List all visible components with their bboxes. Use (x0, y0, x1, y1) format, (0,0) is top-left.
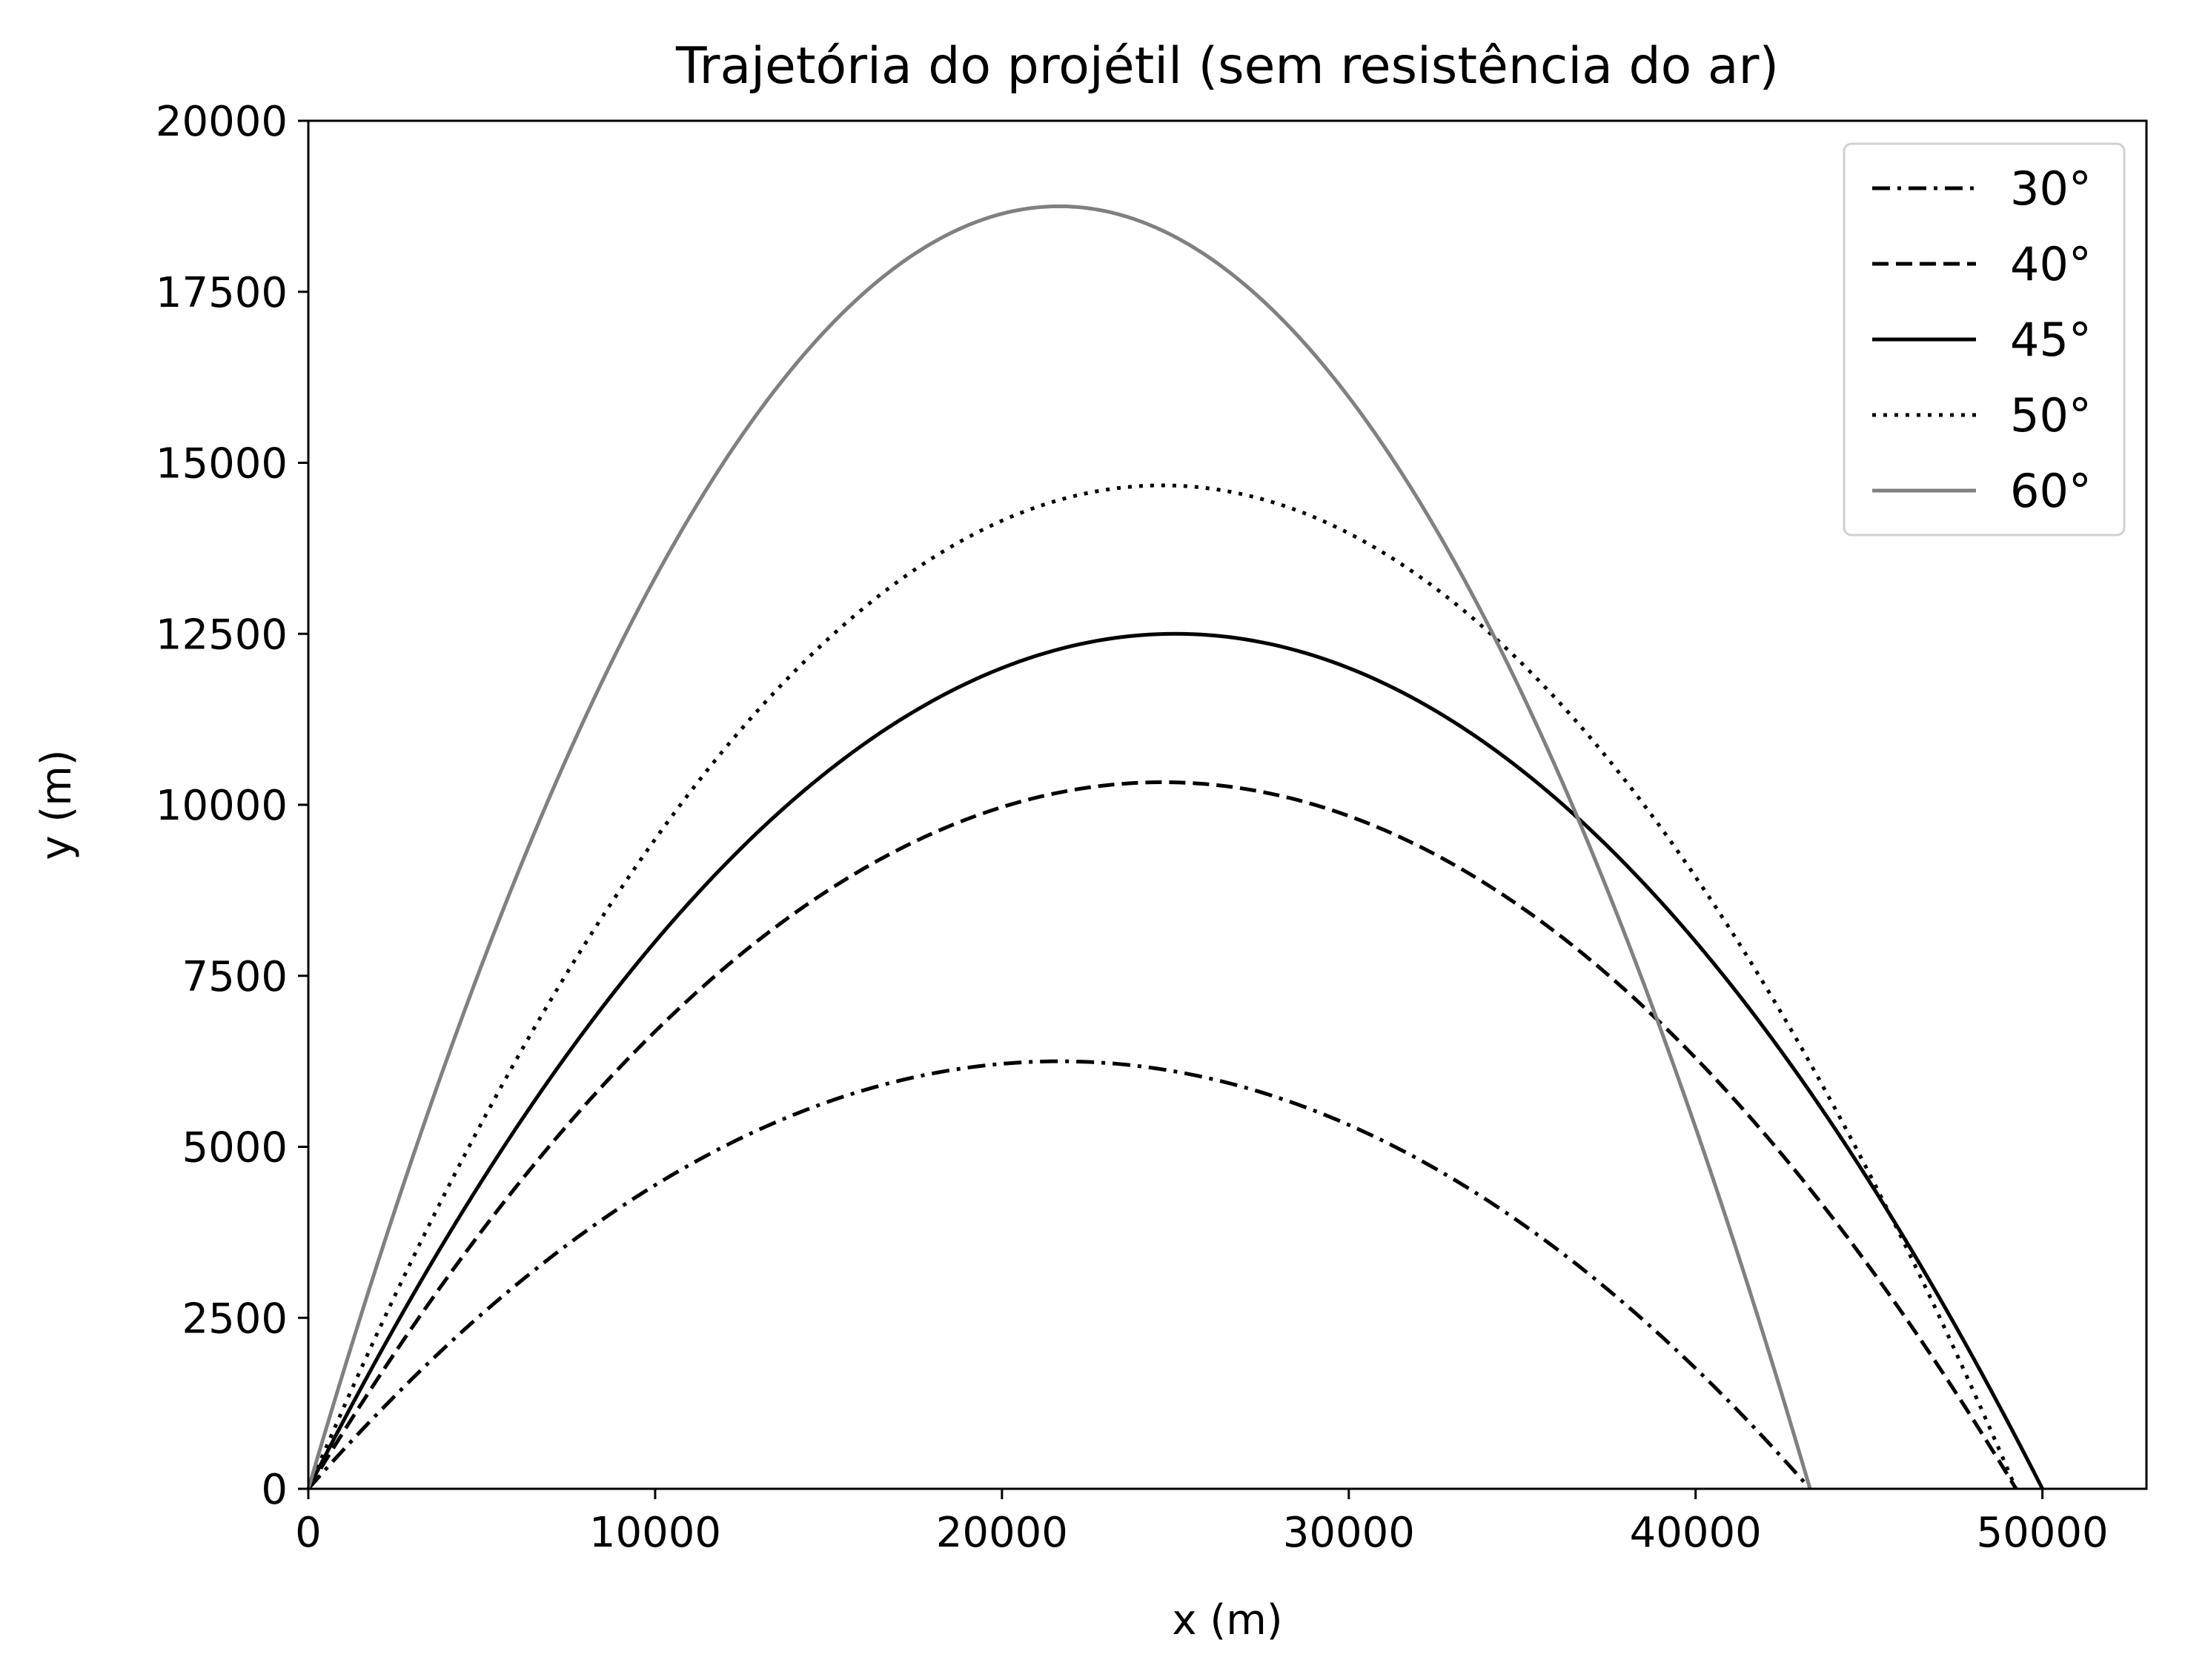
legend-label-45: 45° (2010, 313, 2092, 367)
x-tick-label: 30000 (1283, 1509, 1415, 1557)
legend-items: 30° 40° 45° 50° 60° (1872, 162, 2092, 518)
y-tick-label: 12500 (156, 611, 288, 659)
y-axis-title: y (m) (33, 749, 81, 860)
y-tick-label: 5000 (182, 1124, 288, 1172)
x-tick-label: 40000 (1630, 1509, 1762, 1557)
series-group (306, 204, 2044, 1490)
y-tick-label: 0 (261, 1466, 288, 1514)
y-tick-label: 15000 (156, 440, 288, 488)
y-tick-label: 2500 (182, 1295, 288, 1343)
x-axis: 0 10000 20000 30000 40000 50000 (295, 1489, 2109, 1557)
y-tick-label: 20000 (156, 98, 288, 146)
x-axis-title: x (m) (1172, 1596, 1282, 1644)
x-tick-label: 10000 (589, 1509, 721, 1557)
x-tick-label: 50000 (1977, 1509, 2109, 1557)
legend-label-60: 60° (2010, 464, 2092, 518)
y-tick-label: 17500 (156, 269, 288, 317)
x-tick-label: 0 (295, 1509, 322, 1557)
series-line-40 (306, 780, 2018, 1490)
y-tick-label: 7500 (182, 953, 288, 1001)
legend: 30° 40° 45° 50° 60° (1843, 142, 2126, 537)
series-line-45 (306, 631, 2044, 1490)
legend-label-40: 40° (2010, 237, 2092, 291)
legend-frame (1843, 142, 2126, 537)
y-axis: 0 2500 5000 7500 10000 12500 15000 17500 20000 (156, 98, 308, 1514)
series-line-60 (306, 204, 1812, 1490)
y-tick-label: 10000 (156, 782, 288, 830)
legend-label-30: 30° (2010, 162, 2092, 216)
series-line-50 (306, 483, 2018, 1490)
x-tick-label: 20000 (936, 1509, 1068, 1557)
legend-label-50: 50° (2010, 388, 2092, 442)
chart-title: Trajetória do projétil (sem resistência … (675, 37, 1779, 96)
